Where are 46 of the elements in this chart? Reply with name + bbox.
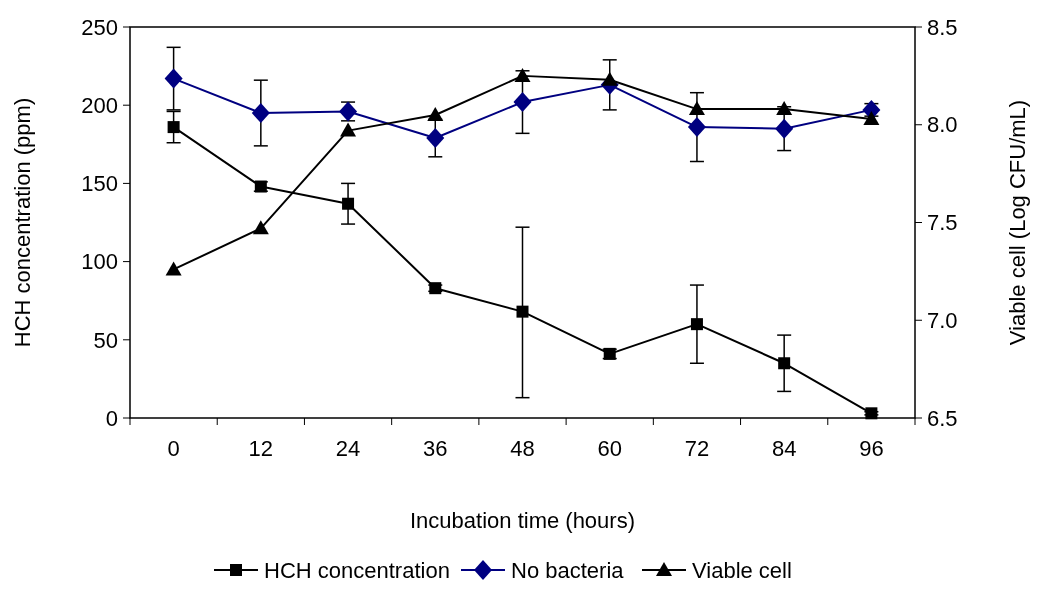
- point: [167, 121, 180, 134]
- y-axis-title: HCH concentration (ppm): [10, 97, 35, 348]
- y2-axis-title: Viable cell (Log CFU/mL): [1005, 99, 1030, 346]
- x-tick-label: 72: [684, 436, 710, 461]
- legend-label: Viable cell: [692, 557, 792, 583]
- legend-label: No bacteria: [511, 557, 625, 583]
- y-tick-label: 150: [81, 171, 118, 197]
- y2-tick-label: 7.5: [927, 210, 958, 236]
- point: [776, 101, 793, 116]
- point: [778, 357, 791, 370]
- x-tick-label: 60: [597, 436, 622, 461]
- point: [516, 305, 529, 318]
- y-tick-label: 100: [81, 249, 118, 275]
- point: [513, 92, 532, 113]
- x-tick-label: 0: [167, 436, 180, 461]
- y-tick-label: 0: [105, 405, 118, 431]
- x-tick-label: 96: [859, 436, 884, 461]
- legend-label: HCH concentration: [264, 557, 450, 583]
- y2-tick-label: 6.5: [927, 405, 958, 431]
- x-tick-label: 36: [423, 436, 448, 461]
- x-tick-label: 84: [771, 436, 797, 461]
- y-tick-label: 250: [81, 14, 118, 40]
- point: [426, 128, 445, 149]
- point: [690, 318, 703, 331]
- y-tick-label: 50: [93, 327, 118, 353]
- point: [165, 261, 182, 276]
- point: [601, 71, 618, 86]
- point: [342, 197, 355, 210]
- point: [687, 117, 706, 138]
- x-tick-label: 12: [248, 436, 274, 461]
- point: [514, 67, 531, 82]
- point: [251, 103, 270, 124]
- y2-tick-label: 8.5: [927, 14, 958, 40]
- point: [427, 106, 444, 121]
- point: [775, 118, 794, 139]
- x-tick-label: 24: [335, 436, 361, 461]
- point: [164, 68, 183, 89]
- point: [252, 220, 269, 235]
- y-tick-label: 200: [81, 92, 118, 118]
- x-axis-title: Incubation time (hours): [410, 508, 635, 533]
- y2-tick-label: 7.0: [927, 307, 958, 333]
- point: [340, 122, 357, 137]
- y2-tick-label: 8.0: [927, 112, 958, 138]
- x-tick-label: 48: [510, 436, 535, 461]
- point: [863, 110, 880, 125]
- point: [688, 101, 705, 116]
